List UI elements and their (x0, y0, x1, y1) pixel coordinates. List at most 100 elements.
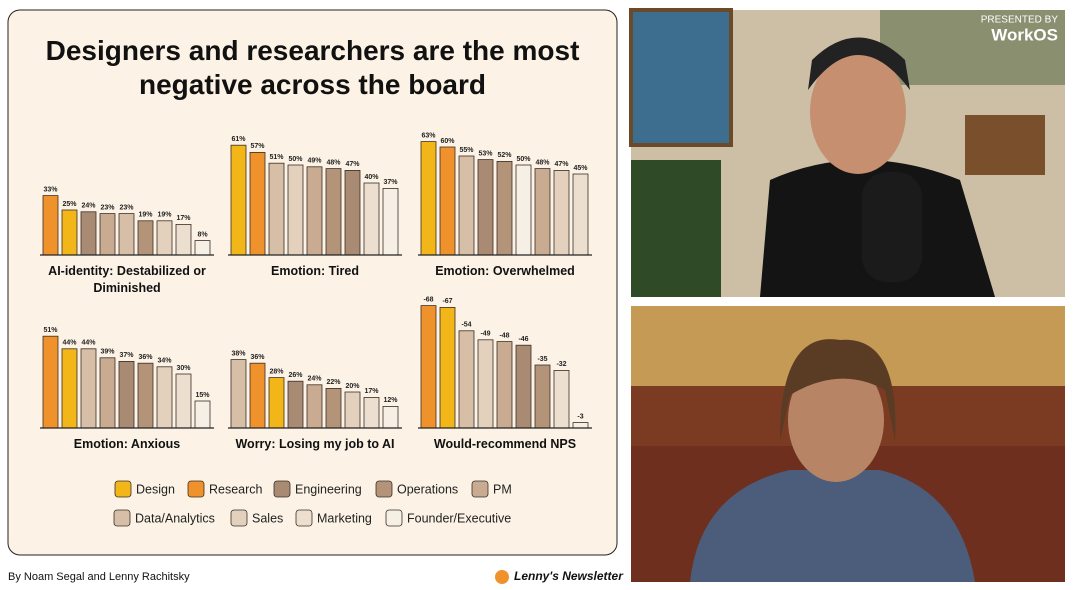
legend-swatch (187, 480, 205, 498)
legend-label: Sales (252, 511, 283, 525)
value-label: 12% (383, 397, 398, 404)
bar (477, 159, 494, 256)
bar (382, 187, 399, 256)
value-label: -54 (461, 322, 471, 329)
legend-swatch (385, 509, 403, 527)
bar (344, 391, 361, 429)
bar (515, 164, 532, 256)
bar (553, 169, 570, 256)
value-label: 44% (81, 340, 96, 347)
bar (118, 360, 135, 429)
bar (344, 169, 361, 256)
value-label: 51% (43, 327, 58, 334)
bar (439, 146, 456, 256)
value-label: 37% (383, 179, 398, 186)
bar (42, 335, 59, 429)
value-label: 28% (269, 368, 284, 375)
legend-swatch (471, 480, 489, 498)
bar (420, 305, 437, 429)
chart-subtitle: AI-identity: Destabilized or Diminished (48, 264, 206, 295)
legend-swatch (114, 480, 132, 498)
brand: Lenny's Newsletter (514, 569, 624, 583)
bar (99, 357, 116, 429)
value-label: 52% (497, 152, 512, 159)
bar (572, 173, 589, 256)
value-label: 30% (176, 365, 191, 372)
value-label: -48 (499, 332, 509, 339)
legend-label: Design (136, 482, 175, 496)
legend-label: PM (493, 482, 512, 496)
bar (249, 362, 266, 429)
value-label: 17% (364, 388, 379, 395)
value-label: 24% (307, 376, 322, 383)
sponsor-name: WorkOS (991, 25, 1058, 44)
value-label: 36% (138, 354, 153, 361)
value-label: 26% (288, 372, 303, 379)
bar (194, 240, 211, 256)
value-label: 61% (231, 136, 246, 143)
value-label: -46 (518, 336, 528, 343)
legend-label: Data/Analytics (135, 511, 215, 525)
bar (61, 209, 78, 256)
bar (80, 348, 97, 429)
bar (80, 211, 97, 256)
bar (496, 160, 513, 256)
value-label: -35 (537, 356, 547, 363)
bar (477, 339, 494, 429)
value-label: 49% (307, 158, 322, 165)
value-label: 17% (176, 215, 191, 222)
chart-subtitle: Would-recommend NPS (433, 437, 577, 451)
painting (629, 8, 733, 147)
legend-swatch (230, 509, 248, 527)
plant (631, 160, 721, 297)
value-label: 37% (119, 352, 134, 359)
bar (306, 384, 323, 429)
bar (534, 168, 551, 256)
legend-label: Engineering (295, 482, 362, 496)
bar (42, 195, 59, 256)
bar (496, 341, 513, 429)
person-head (788, 358, 884, 482)
value-label: 38% (231, 350, 246, 357)
value-label: 22% (326, 379, 341, 386)
bar (515, 344, 532, 429)
chart-subtitle: Worry: Losing my job to AI (235, 437, 395, 451)
bar (458, 155, 475, 256)
value-label: 19% (157, 212, 172, 219)
person-shirt (690, 470, 975, 582)
value-label: -68 (423, 296, 433, 303)
bar (572, 422, 589, 429)
value-label: 25% (62, 201, 77, 208)
value-label: 34% (157, 358, 172, 365)
photo-frame (965, 115, 1045, 175)
value-label: 55% (459, 147, 474, 154)
legend-label: Operations (397, 482, 458, 496)
bar (325, 168, 342, 256)
bar (194, 400, 211, 429)
byline: By Noam Segal and Lenny Rachitsky (8, 571, 190, 583)
bar (61, 348, 78, 429)
value-label: 47% (345, 161, 360, 168)
value-label: 19% (138, 212, 153, 219)
value-label: 63% (421, 132, 436, 139)
value-label: 48% (326, 159, 341, 166)
bar (268, 162, 285, 256)
bar (420, 141, 437, 256)
value-label: 45% (573, 165, 588, 172)
bar (363, 182, 380, 256)
chart-title: Designers and researchers are the most n… (45, 35, 580, 100)
value-label: 48% (535, 159, 550, 166)
value-label: 47% (554, 161, 569, 168)
value-label: 50% (516, 156, 531, 163)
bar (137, 220, 154, 256)
value-label: 39% (100, 349, 115, 356)
bar (553, 369, 570, 429)
person-hair (808, 37, 910, 90)
person-hair (780, 339, 896, 440)
brand-logo (495, 570, 509, 584)
value-label: 23% (100, 204, 115, 211)
bar (249, 151, 266, 256)
value-label: -67 (442, 298, 452, 305)
video-top: PRESENTED BY WorkOS (629, 8, 1065, 297)
